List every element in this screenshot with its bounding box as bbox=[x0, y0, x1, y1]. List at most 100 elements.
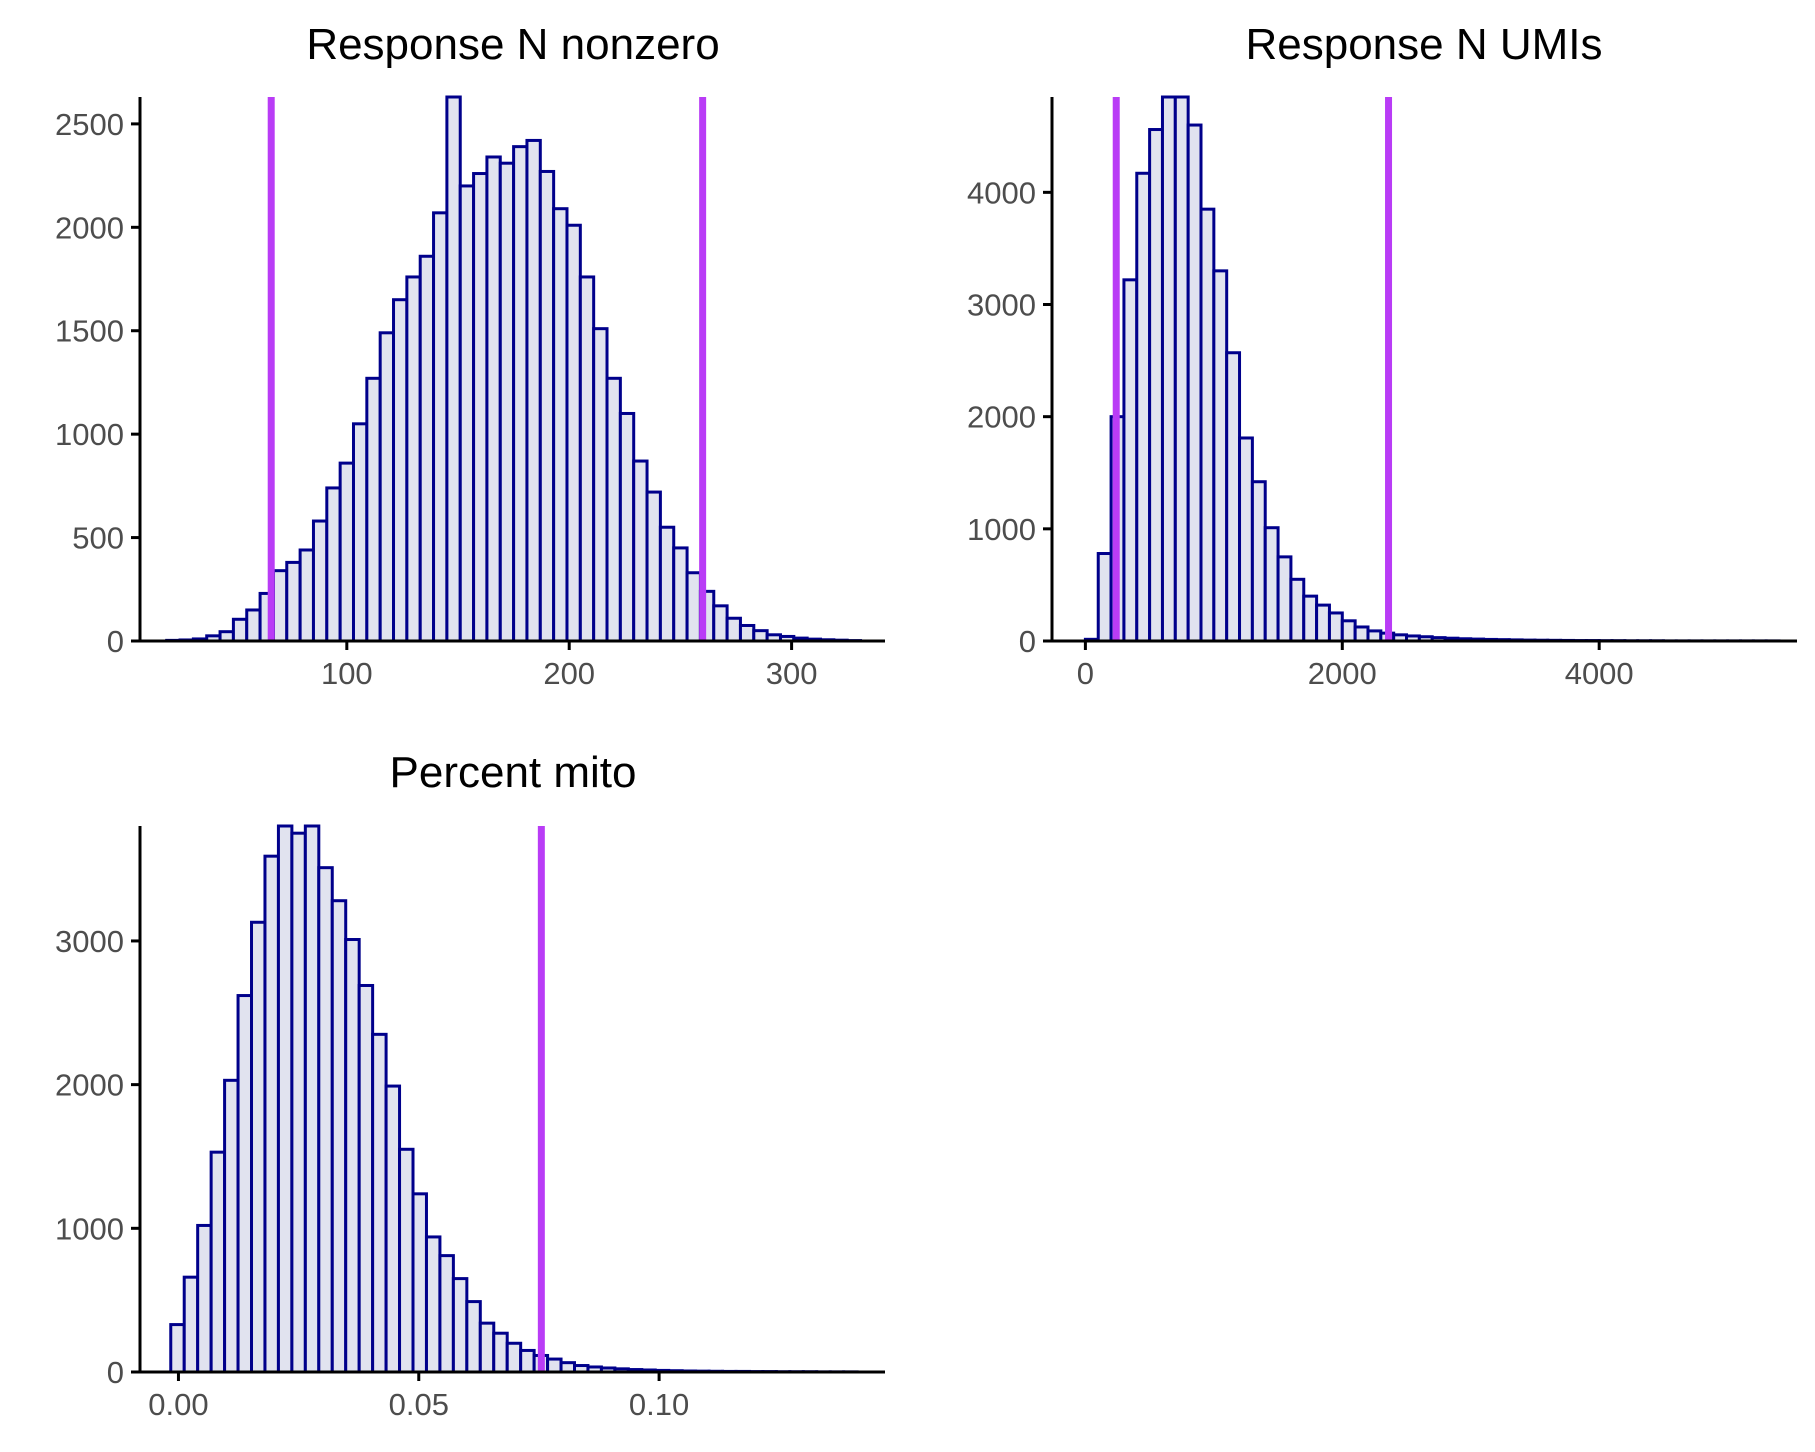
histogram-bar bbox=[298, 548, 315, 643]
histogram-bar bbox=[519, 1348, 536, 1374]
histogram-bar bbox=[752, 629, 769, 643]
y-tick-label: 1000 bbox=[55, 417, 124, 452]
y-tick-label: 0 bbox=[107, 624, 124, 659]
histogram-bar bbox=[738, 623, 756, 643]
panel-title: Percent mito bbox=[390, 748, 637, 797]
histogram-bar bbox=[365, 376, 382, 643]
y-tick-label: 0 bbox=[107, 1355, 124, 1390]
histogram-bar bbox=[231, 617, 249, 643]
histogram-bar bbox=[592, 327, 609, 643]
histogram-bar bbox=[645, 490, 662, 643]
histogram-bar bbox=[351, 422, 369, 643]
histogram-bar bbox=[1302, 594, 1319, 643]
histogram-bar bbox=[1199, 207, 1216, 643]
y-tick-label: 500 bbox=[72, 521, 124, 556]
histogram-bar bbox=[330, 899, 348, 1374]
x-tick-label: 100 bbox=[321, 656, 373, 691]
histogram-bar bbox=[317, 866, 334, 1374]
histogram-bar bbox=[311, 519, 329, 643]
histogram-bar bbox=[357, 983, 375, 1374]
x-tick-label: 0 bbox=[1077, 656, 1094, 691]
histogram-bar bbox=[538, 169, 556, 643]
histogram-bar bbox=[1327, 611, 1344, 643]
x-tick-label: 0.00 bbox=[148, 1387, 208, 1422]
plot-area: 0 1000 2000 3000 4000 0 2000 4000 bbox=[967, 95, 1797, 691]
histogram-bar bbox=[392, 298, 409, 643]
histogram-bar bbox=[1212, 269, 1229, 643]
histogram-bar bbox=[344, 938, 361, 1374]
histogram-bar bbox=[498, 161, 516, 643]
histogram-bar bbox=[325, 486, 342, 643]
panel-percent-mito: Percent mito 0 1000 2000 3000 0.00 0.05 0.10 bbox=[55, 748, 885, 1422]
histogram-bar bbox=[658, 525, 676, 643]
histogram-bar bbox=[605, 376, 622, 643]
histogram-bar bbox=[223, 1078, 240, 1374]
histogram-bar bbox=[182, 1275, 200, 1374]
y-tick-label: 2000 bbox=[55, 210, 124, 245]
histogram-bar bbox=[378, 331, 396, 643]
plot-area: 0 1000 2000 3000 0.00 0.05 0.10 bbox=[55, 824, 885, 1422]
histogram-bar bbox=[384, 1084, 402, 1374]
histogram-bar bbox=[405, 275, 422, 643]
histogram-bar bbox=[424, 1235, 442, 1374]
histogram-bar bbox=[1276, 555, 1293, 643]
y-tick-label: 3000 bbox=[55, 924, 124, 959]
histogram-bar bbox=[458, 184, 476, 643]
histogram-bar bbox=[618, 411, 636, 643]
histogram-bar bbox=[632, 459, 649, 643]
histogram-bar bbox=[505, 1341, 523, 1374]
x-tick-label: 0.05 bbox=[389, 1387, 449, 1422]
histogram-bar bbox=[1096, 552, 1113, 643]
histogram-bar bbox=[432, 211, 449, 643]
histogram-bar bbox=[725, 616, 742, 643]
x-tick-label: 2000 bbox=[1308, 656, 1377, 691]
x-tick-label: 300 bbox=[766, 656, 818, 691]
y-tick-label: 2500 bbox=[55, 107, 124, 142]
histogram-bar bbox=[546, 1357, 563, 1374]
histogram-bar bbox=[236, 994, 254, 1374]
panel-title: Response N UMIs bbox=[1245, 20, 1602, 69]
histogram-bar bbox=[276, 824, 294, 1374]
histogram-bar bbox=[196, 1223, 213, 1374]
histogram-bar bbox=[1315, 603, 1331, 643]
histogram-bar bbox=[1289, 577, 1306, 643]
panel-response-n-umis: Response N UMIs 0 1000 2000 3000 4000 0 2000 40… bbox=[967, 20, 1797, 691]
histogram-bar bbox=[525, 138, 542, 643]
x-tick-label: 200 bbox=[543, 656, 595, 691]
histogram-bar bbox=[411, 1192, 428, 1374]
histogram-bar bbox=[371, 1032, 388, 1374]
y-tick-label: 0 bbox=[1019, 624, 1036, 659]
histogram-bar bbox=[578, 275, 596, 643]
y-tick-label: 1000 bbox=[55, 1211, 124, 1246]
histogram-bar bbox=[290, 831, 307, 1374]
histogram-bar bbox=[1250, 480, 1267, 643]
histogram-bar bbox=[285, 560, 302, 643]
histogram-bar bbox=[1148, 128, 1164, 643]
histogram-bar bbox=[1225, 351, 1242, 643]
x-tick-label: 4000 bbox=[1565, 656, 1634, 691]
histogram-bar bbox=[1340, 619, 1357, 643]
histogram-bar bbox=[465, 1300, 482, 1374]
histogram-bar bbox=[303, 824, 321, 1374]
histogram-bar bbox=[512, 145, 529, 643]
histogram-bar bbox=[1366, 629, 1383, 643]
histogram-bar bbox=[263, 854, 280, 1374]
histogram-bar bbox=[1353, 625, 1370, 643]
histogram-bar bbox=[338, 461, 355, 643]
histogram-bar bbox=[478, 1321, 496, 1374]
histogram-bar bbox=[552, 207, 569, 643]
panel-response-n-nonzero: Response N nonzero 0 500 1000 1500 2000 2500 1… bbox=[55, 20, 885, 691]
histogram-bar bbox=[1173, 95, 1190, 643]
histogram-bar bbox=[418, 254, 436, 643]
histogram-bar bbox=[1122, 278, 1139, 643]
histogram-bar bbox=[472, 172, 489, 643]
histogram-bar bbox=[1160, 95, 1177, 643]
y-tick-label: 2000 bbox=[55, 1068, 124, 1103]
histogram-bar bbox=[271, 569, 289, 643]
y-tick-label: 3000 bbox=[967, 288, 1036, 323]
histogram-bar bbox=[245, 608, 262, 643]
x-tick-label: 0.10 bbox=[629, 1387, 689, 1422]
panel-title: Response N nonzero bbox=[306, 20, 719, 69]
histogram-bar bbox=[398, 1147, 415, 1374]
